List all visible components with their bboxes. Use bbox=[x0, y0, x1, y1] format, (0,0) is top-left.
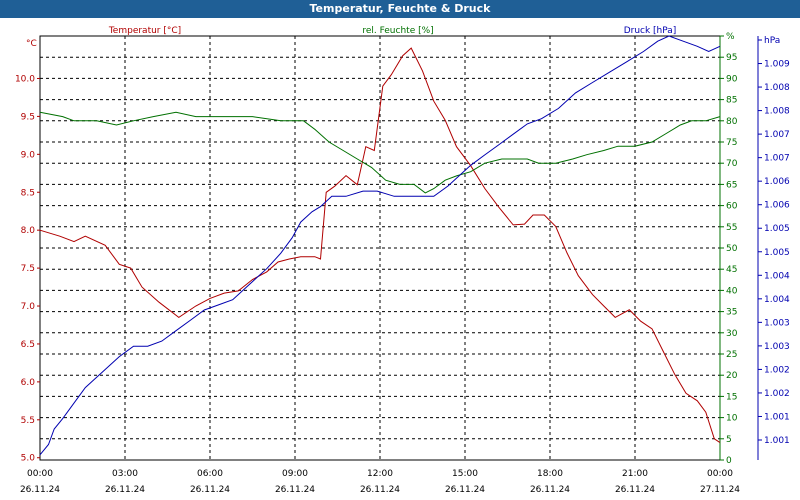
humidity-tick-label: 35 bbox=[726, 308, 737, 318]
humidity-tick-label: 55 bbox=[726, 223, 737, 233]
pressure-tick-label: 1.005 bbox=[764, 248, 790, 258]
temperature-unit-label: °C bbox=[26, 39, 37, 49]
x-tick-date-label: 26.11.24 bbox=[20, 485, 60, 495]
pressure-series-line bbox=[39, 35, 721, 456]
x-tick-time-label: 06:00 bbox=[197, 469, 223, 479]
pressure-unit-label: hPa bbox=[764, 36, 780, 46]
humidity-tick-label: 5 bbox=[726, 435, 732, 445]
pressure-tick-label: 1.009 bbox=[764, 60, 790, 70]
humidity-tick-label: 75 bbox=[726, 138, 737, 148]
humidity-tick-label: 20 bbox=[726, 371, 738, 381]
humidity-tick-label: 10 bbox=[726, 414, 738, 424]
x-tick-time-label: 09:00 bbox=[282, 469, 308, 479]
chart-title: Temperatur, Feuchte & Druck bbox=[0, 0, 800, 18]
temperature-tick-label: 7.5 bbox=[21, 264, 35, 274]
humidity-tick-label: 25 bbox=[726, 350, 737, 360]
x-tick-date-label: 26.11.24 bbox=[105, 485, 145, 495]
humidity-tick-label: 45 bbox=[726, 265, 737, 275]
temperature-tick-label: 5.5 bbox=[21, 416, 35, 426]
x-tick-date-label: 26.11.24 bbox=[275, 485, 315, 495]
humidity-tick-label: 15 bbox=[726, 392, 737, 402]
x-tick-time-label: 03:00 bbox=[112, 469, 138, 479]
legend-temperature: Temperatur [°C] bbox=[108, 26, 181, 36]
humidity-tick-label: 50 bbox=[726, 244, 738, 254]
humidity-tick-label: 90 bbox=[726, 74, 738, 84]
pressure-tick-label: 1.001 bbox=[764, 436, 790, 446]
pressure-tick-label: 1.004 bbox=[764, 271, 790, 281]
temperature-tick-label: 9.5 bbox=[21, 112, 35, 122]
humidity-tick-label: % bbox=[726, 32, 735, 42]
pressure-tick-label: 1.005 bbox=[764, 224, 790, 234]
x-tick-time-label: 15:00 bbox=[452, 469, 478, 479]
humidity-tick-label: 80 bbox=[726, 117, 738, 127]
legend-humidity: rel. Feuchte [%] bbox=[362, 26, 433, 36]
x-tick-date-label: 26.11.24 bbox=[530, 485, 570, 495]
pressure-tick-label: 1.002 bbox=[764, 365, 790, 375]
x-tick-time-label: 12:00 bbox=[367, 469, 393, 479]
legend-pressure: Druck [hPa] bbox=[624, 26, 677, 36]
pressure-tick-label: 1.008 bbox=[764, 83, 790, 93]
humidity-tick-label: 85 bbox=[726, 96, 737, 106]
humidity-tick-label: 70 bbox=[726, 159, 738, 169]
x-tick-date-label: 26.11.24 bbox=[190, 485, 230, 495]
humidity-tick-label: 60 bbox=[726, 202, 738, 212]
pressure-tick-label: 1.006 bbox=[764, 177, 790, 187]
temperature-tick-label: 8.5 bbox=[21, 188, 35, 198]
temperature-tick-label: 6.5 bbox=[21, 340, 35, 350]
x-tick-date-label: 26.11.24 bbox=[360, 485, 400, 495]
line-chart: 00:00 26.11.24 03:00 26.11.24 06:00 26.11.24 0… bbox=[15, 26, 790, 495]
pressure-tick-label: 1.007 bbox=[764, 130, 790, 140]
pressure-tick-label: 1.007 bbox=[764, 154, 790, 164]
temperature-series-line bbox=[39, 47, 721, 444]
temperature-tick-label: 10.0 bbox=[15, 74, 35, 84]
temperature-tick-label: 8.0 bbox=[21, 226, 36, 236]
temperature-tick-label: 5.0 bbox=[21, 454, 36, 464]
temperature-tick-label: 9.0 bbox=[21, 150, 36, 160]
x-tick-date-label: 26.11.24 bbox=[615, 485, 655, 495]
x-tick-date-label: 26.11.24 bbox=[445, 485, 485, 495]
x-tick-time-label: 00:00 bbox=[707, 469, 733, 479]
pressure-tick-label: 1.001 bbox=[764, 412, 790, 422]
pressure-tick-label: 1.008 bbox=[764, 107, 790, 117]
humidity-tick-label: 40 bbox=[726, 286, 738, 296]
x-tick-time-label: 18:00 bbox=[537, 469, 563, 479]
humidity-series-line bbox=[39, 111, 721, 194]
x-tick-date-label: 27.11.24 bbox=[700, 485, 740, 495]
pressure-tick-label: 1.002 bbox=[764, 389, 790, 399]
humidity-tick-label: 0 bbox=[726, 456, 732, 466]
temperature-tick-label: 7.0 bbox=[21, 302, 36, 312]
x-tick-time-label: 00:00 bbox=[27, 469, 53, 479]
pressure-tick-label: 1.006 bbox=[764, 201, 790, 211]
pressure-tick-label: 1.004 bbox=[764, 295, 790, 305]
pressure-tick-label: 1.003 bbox=[764, 342, 790, 352]
humidity-tick-label: 30 bbox=[726, 329, 738, 339]
temperature-tick-label: 6.0 bbox=[21, 378, 36, 388]
pressure-tick-label: 1.003 bbox=[764, 318, 790, 328]
x-tick-time-label: 21:00 bbox=[622, 469, 648, 479]
humidity-tick-label: 95 bbox=[726, 53, 737, 63]
humidity-tick-label: 65 bbox=[726, 180, 737, 190]
